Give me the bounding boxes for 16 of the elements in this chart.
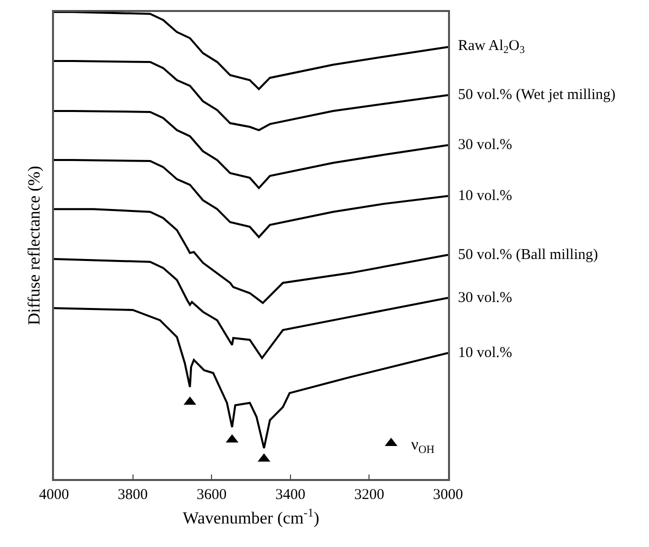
x-tick-label: 3600 xyxy=(196,486,227,503)
x-tick-label: 3200 xyxy=(354,486,384,503)
x-tick-label: 3800 xyxy=(118,486,148,503)
x-axis-title: Wavenumber (cm$^{-1}$) xyxy=(182,506,320,528)
x-tick-label: 3400 xyxy=(275,486,306,503)
series-label: Raw Al$_{2}$O$_{3}$ xyxy=(458,38,525,56)
x-tick-label: 3000 xyxy=(433,486,463,503)
y-axis-title: Diffuse reflectance (%) xyxy=(24,166,44,326)
series-label: 10 vol.% xyxy=(458,188,512,204)
legend-label: ν$_{OH}$ xyxy=(411,436,435,456)
series-label: 50 vol.% (Ball milling) xyxy=(458,247,598,263)
series-label: 10 vol.% xyxy=(458,345,512,361)
series-label: 30 vol.% xyxy=(458,137,512,153)
series-label: 30 vol.% xyxy=(458,290,512,306)
x-tick-label: 4000 xyxy=(39,486,69,503)
series-label: 50 vol.% (Wet jet milling) xyxy=(458,87,616,103)
